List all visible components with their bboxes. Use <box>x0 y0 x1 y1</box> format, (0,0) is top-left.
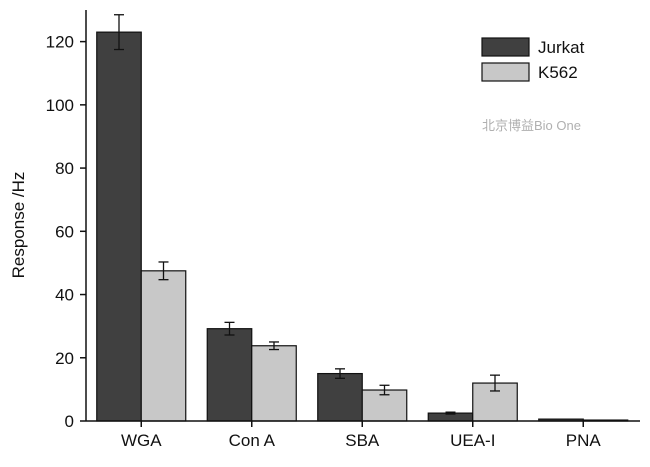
watermark: 北京博益Bio One <box>482 118 581 133</box>
x-tick-label: Con A <box>229 431 276 450</box>
y-tick-label: 80 <box>55 159 74 178</box>
y-tick-label: 0 <box>65 412 74 431</box>
y-tick-label: 120 <box>46 33 74 52</box>
y-axis-label: Response /Hz <box>9 172 28 279</box>
x-tick-label: PNA <box>566 431 602 450</box>
bar-k562-wga <box>140 270 187 422</box>
legend: Jurkat K562 <box>481 37 585 82</box>
y-tick-label: 100 <box>46 96 74 115</box>
x-tick-label: SBA <box>345 431 380 450</box>
x-tick-label: WGA <box>121 431 162 450</box>
axes-layer: WGA Con A SBA UEA-I PNA 0 20 40 60 80 100 120 <box>46 10 640 450</box>
bars-layer <box>96 14 629 422</box>
legend-label-jurkat: Jurkat <box>538 38 585 57</box>
bar-jurkat-sba <box>317 372 363 422</box>
bar-jurkat-con-a <box>206 328 253 422</box>
y-tick-label: 20 <box>55 349 74 368</box>
bar-jurkat-wga <box>96 31 142 422</box>
y-tick-label: 60 <box>55 222 74 241</box>
legend-swatch-k562 <box>481 62 530 82</box>
x-tick-label: UEA-I <box>450 431 495 450</box>
legend-label-k562: K562 <box>538 63 578 82</box>
bar-k562-con-a <box>251 345 297 422</box>
legend-swatch-jurkat <box>481 37 530 57</box>
y-tick-label: 40 <box>55 286 74 305</box>
